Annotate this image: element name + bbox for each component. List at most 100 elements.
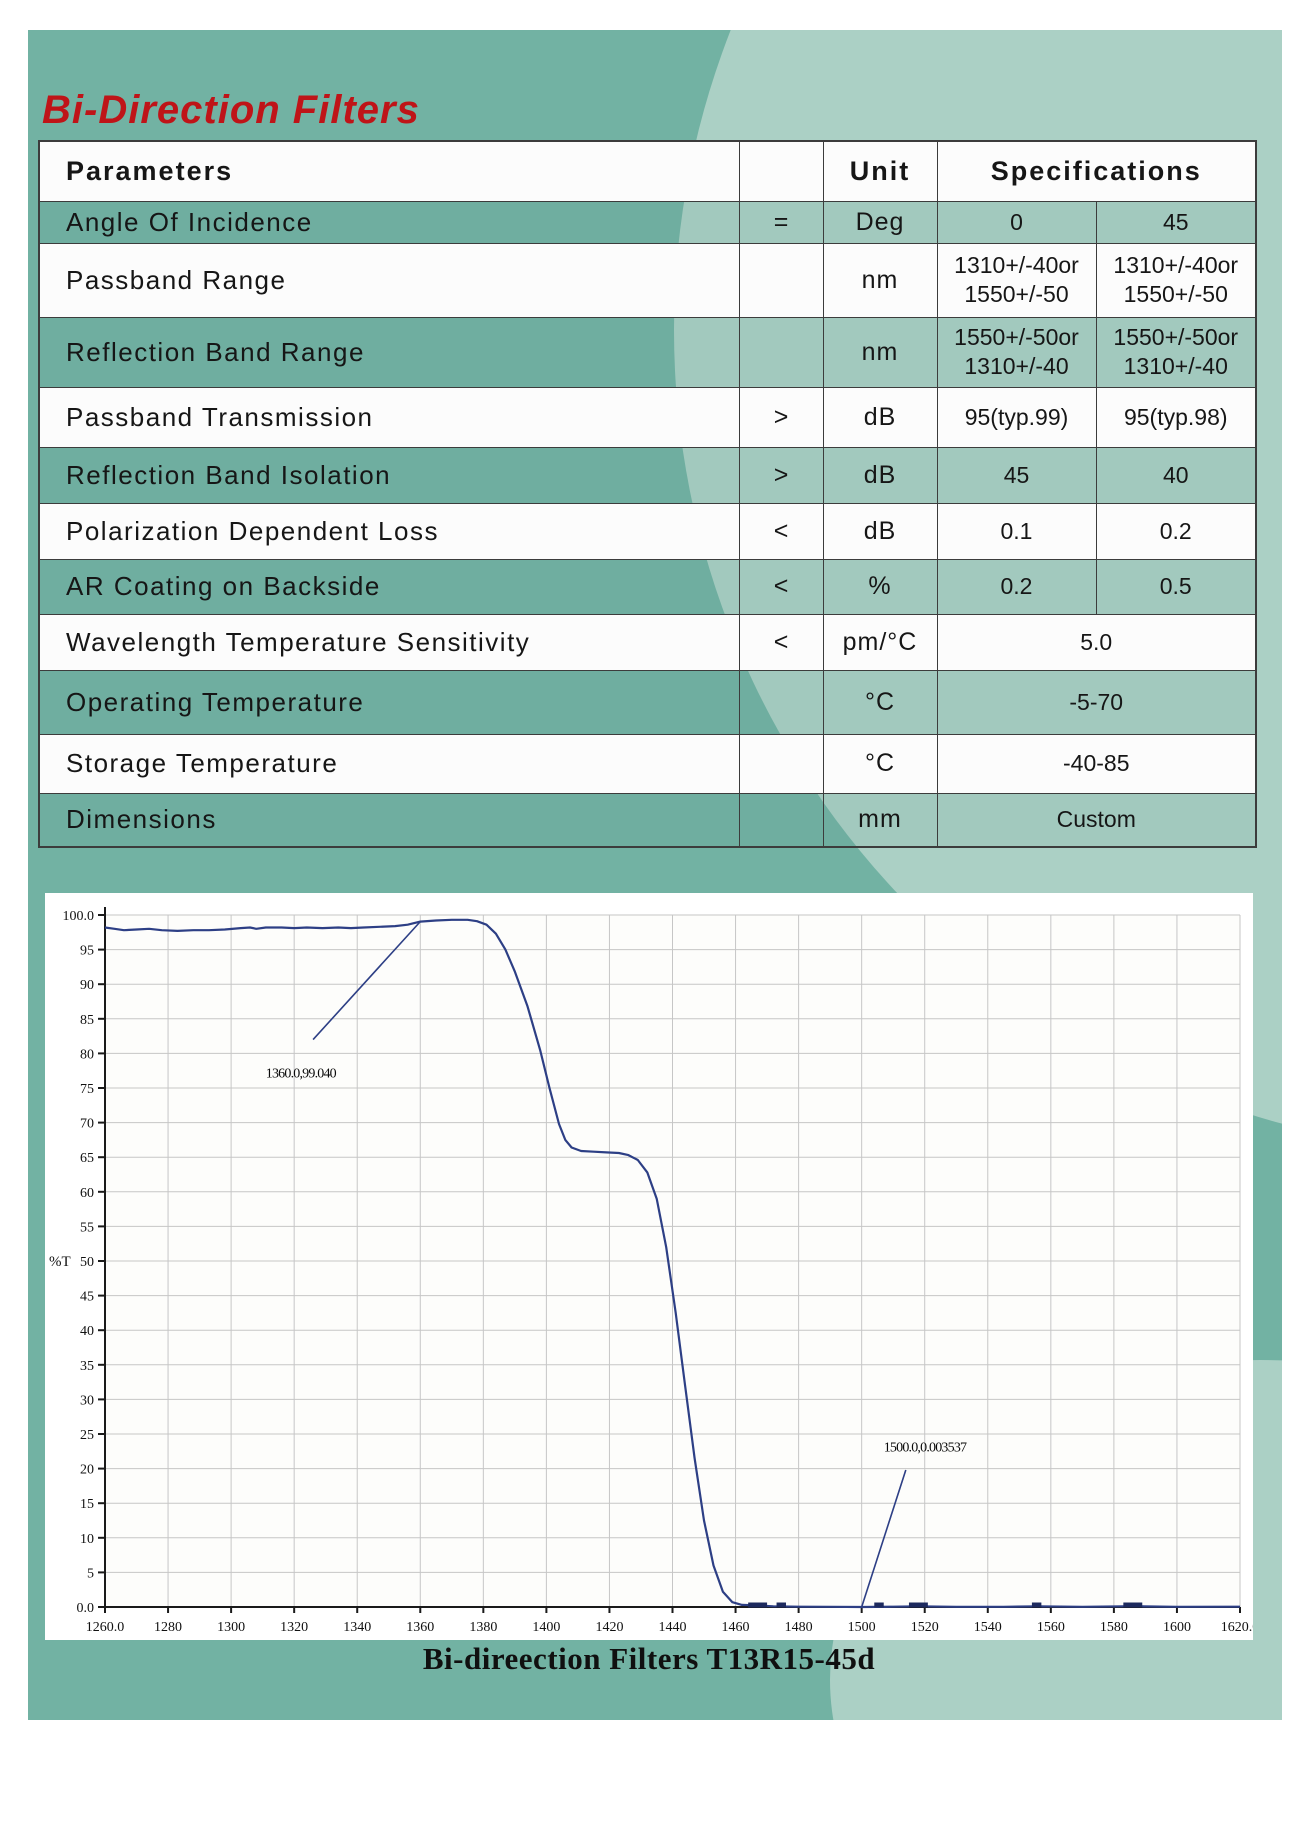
comparison-symbol-cell bbox=[738, 669, 824, 735]
spec-span-cell: Custom bbox=[936, 792, 1257, 848]
x-tick-label: 1440 bbox=[659, 1620, 687, 1635]
x-tick-label: 1540 bbox=[974, 1620, 1002, 1635]
spec-45deg-cell: 95(typ.98) bbox=[1095, 386, 1257, 448]
y-tick-label: 65 bbox=[80, 1151, 94, 1166]
unit-cell: dB bbox=[822, 446, 938, 504]
x-tick-label: 1380 bbox=[469, 1620, 497, 1635]
parameter-cell: Storage Temperature bbox=[38, 733, 740, 794]
x-tick-label: 1340 bbox=[343, 1620, 371, 1635]
spec-table: Parameters Unit Specifications Angle Of … bbox=[38, 140, 1257, 848]
transmission-chart-panel: 0.0 5 10 15 20 25 30 35 40 45 50 55 60 65 70 75 80 85 90 95… bbox=[45, 893, 1253, 1640]
x-tick-label: 1560 bbox=[1037, 1620, 1065, 1635]
annotation-label: 1500.0,0.003537 bbox=[884, 1440, 967, 1455]
comparison-symbol-cell: = bbox=[738, 200, 824, 244]
y-tick-label: 0.0 bbox=[77, 1601, 95, 1616]
table-row: Passband Range nm 1310+/-40or 1550+/-50 1310… bbox=[38, 242, 1257, 318]
parameter-cell: Angle Of Incidence bbox=[38, 200, 740, 244]
x-tick-label: 1480 bbox=[785, 1620, 813, 1635]
unit-cell: dB bbox=[822, 502, 938, 560]
unit-cell: °C bbox=[822, 669, 938, 735]
y-tick-label: 45 bbox=[80, 1290, 94, 1305]
parameter-cell: Operating Temperature bbox=[38, 669, 740, 735]
spec-0deg-cell: 45 bbox=[936, 446, 1097, 504]
x-tick-label: 1420 bbox=[595, 1620, 623, 1635]
x-tick-label: 1500 bbox=[848, 1620, 876, 1635]
chart-caption: Bi-direection Filters T13R15-45d bbox=[422, 1641, 876, 1676]
y-tick-label: 55 bbox=[80, 1220, 94, 1235]
table-row: Angle Of Incidence = Deg 0 45 bbox=[38, 200, 1257, 244]
spec-0deg-cell: 0.1 bbox=[936, 502, 1097, 560]
header-unit: Unit bbox=[822, 140, 938, 202]
y-axis-label: %T bbox=[49, 1254, 71, 1270]
table-row: Polarization Dependent Loss < dB 0.1 0.2 bbox=[38, 502, 1257, 560]
table-row: Operating Temperature °C -5-70 bbox=[38, 669, 1257, 735]
spec-45deg-cell: 1550+/-50or 1310+/-40 bbox=[1095, 316, 1257, 388]
unit-cell: % bbox=[822, 558, 938, 615]
table-row: Dimensions mm Custom bbox=[38, 792, 1257, 848]
y-tick-label: 50 bbox=[80, 1255, 94, 1270]
comparison-symbol-cell bbox=[738, 242, 824, 318]
y-tick-label: 35 bbox=[80, 1359, 94, 1374]
table-row: Reflection Band Isolation > dB 45 40 bbox=[38, 446, 1257, 504]
header-symbol bbox=[738, 140, 824, 202]
comparison-symbol-cell bbox=[738, 733, 824, 794]
unit-cell: dB bbox=[822, 386, 938, 448]
y-tick-label: 95 bbox=[80, 944, 94, 959]
spec-45deg-cell: 40 bbox=[1095, 446, 1257, 504]
y-tick-label: 85 bbox=[80, 1013, 94, 1028]
x-tick-label: 1520 bbox=[911, 1620, 939, 1635]
spec-0deg-cell: 0.2 bbox=[936, 558, 1097, 615]
unit-cell: nm bbox=[822, 242, 938, 318]
y-tick-label: 10 bbox=[80, 1532, 94, 1547]
comparison-symbol-cell: > bbox=[738, 386, 824, 448]
spec-0deg-cell: 0 bbox=[936, 200, 1097, 244]
y-tick-label: 40 bbox=[80, 1324, 94, 1339]
header-specifications: Specifications bbox=[936, 140, 1257, 202]
y-tick-label: 70 bbox=[80, 1117, 94, 1132]
transmission-chart: 0.05101520253035404550556065707580859095… bbox=[49, 907, 1253, 1635]
x-tick-label: 1300 bbox=[217, 1620, 245, 1635]
comparison-symbol-cell bbox=[738, 792, 824, 848]
y-tick-label: 60 bbox=[80, 1186, 94, 1201]
comparison-symbol-cell: < bbox=[738, 613, 824, 671]
y-tick-label: 5 bbox=[87, 1566, 94, 1581]
y-tick-label: 30 bbox=[80, 1393, 94, 1408]
y-tick-label: 100.0 bbox=[63, 909, 95, 924]
spec-span-cell: -40-85 bbox=[936, 733, 1257, 794]
y-tick-label: 20 bbox=[80, 1463, 94, 1478]
y-tick-label: 90 bbox=[80, 978, 94, 993]
spec-45deg-cell: 0.5 bbox=[1095, 558, 1257, 615]
y-tick-label: 15 bbox=[80, 1497, 94, 1512]
comparison-symbol-cell: < bbox=[738, 558, 824, 615]
parameter-cell: Polarization Dependent Loss bbox=[38, 502, 740, 560]
comparison-symbol-cell bbox=[738, 316, 824, 388]
table-row: AR Coating on Backside <% 0.2 0.5 bbox=[38, 558, 1257, 615]
spec-45deg-cell: 45 bbox=[1095, 200, 1257, 244]
page-title: Bi-Direction Filters bbox=[42, 88, 420, 132]
x-tick-label: 1360 bbox=[406, 1620, 434, 1635]
unit-cell: mm bbox=[822, 792, 938, 848]
x-tick-label: 1260.0 bbox=[86, 1620, 125, 1635]
unit-cell: pm/°C bbox=[822, 613, 938, 671]
spec-0deg-cell: 1310+/-40or 1550+/-50 bbox=[936, 242, 1097, 318]
table-header-row: Parameters Unit Specifications bbox=[38, 140, 1257, 202]
annotation-leader-line bbox=[312, 921, 421, 1041]
table-row: Storage Temperature °C -40-85 bbox=[38, 733, 1257, 794]
spec-45deg-cell: 1310+/-40or 1550+/-50 bbox=[1095, 242, 1257, 318]
parameter-cell: Reflection Band Range bbox=[38, 316, 740, 388]
unit-cell: °C bbox=[822, 733, 938, 794]
spec-0deg-cell: 1550+/-50or 1310+/-40 bbox=[936, 316, 1097, 388]
parameter-cell: Passband Range bbox=[38, 242, 740, 318]
y-tick-label: 80 bbox=[80, 1047, 94, 1062]
x-tick-label: 1460 bbox=[722, 1620, 750, 1635]
parameter-cell: Passband Transmission bbox=[38, 386, 740, 448]
table-row: Wavelength Temperature Sensitivity < pm/°C… bbox=[38, 613, 1257, 671]
table-row: Passband Transmission > dB 95(typ.99) 95(typ… bbox=[38, 386, 1257, 448]
unit-cell: nm bbox=[822, 316, 938, 388]
x-tick-label: 1580 bbox=[1100, 1620, 1128, 1635]
spec-45deg-cell: 0.2 bbox=[1095, 502, 1257, 560]
parameter-cell: AR Coating on Backside bbox=[38, 558, 740, 615]
spec-span-cell: 5.0 bbox=[936, 613, 1257, 671]
annotation-leader-line bbox=[860, 1469, 907, 1608]
